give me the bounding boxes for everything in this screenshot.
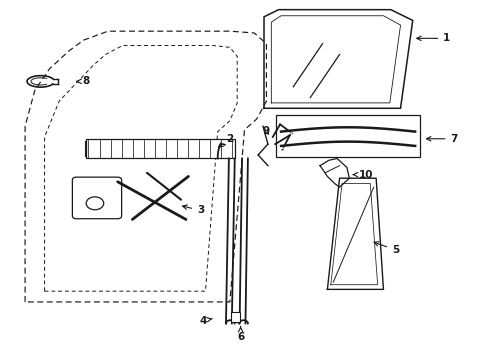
Text: 7: 7 xyxy=(426,134,457,144)
Text: 2: 2 xyxy=(218,134,233,147)
Text: 3: 3 xyxy=(182,205,204,216)
Bar xyxy=(230,312,239,321)
Text: 1: 1 xyxy=(416,33,449,43)
Bar xyxy=(86,139,234,158)
Text: 5: 5 xyxy=(373,242,399,255)
Text: 9: 9 xyxy=(263,126,269,135)
FancyBboxPatch shape xyxy=(72,177,122,219)
Text: 6: 6 xyxy=(237,327,244,342)
Text: 8: 8 xyxy=(77,76,89,86)
Bar xyxy=(276,116,419,157)
Text: 4: 4 xyxy=(199,316,212,325)
Text: 10: 10 xyxy=(352,170,373,180)
